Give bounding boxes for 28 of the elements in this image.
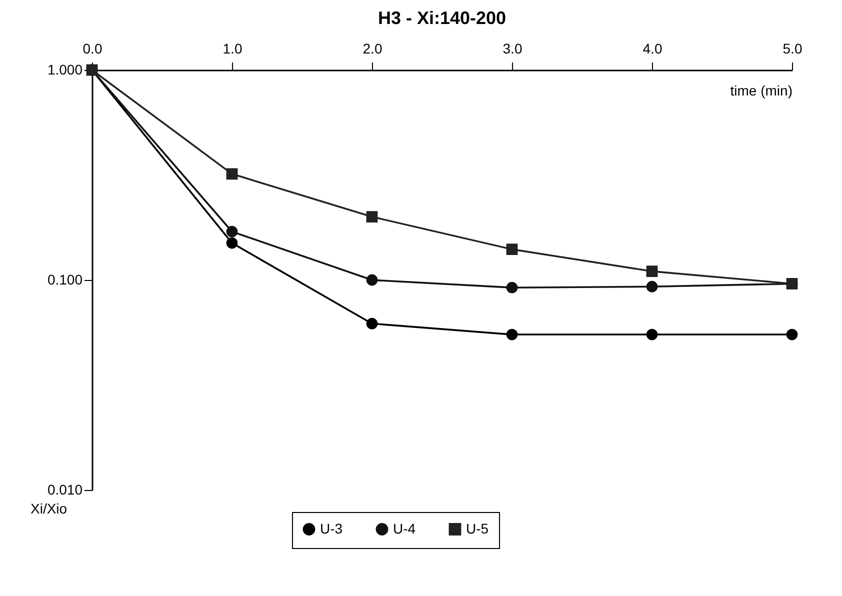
point [786,328,798,340]
chart-title: H3 - Xi:140-200 [378,8,506,28]
legend-label: U-3 [320,520,343,536]
x-tick-label: 2.0 [362,40,382,56]
point [506,244,518,256]
point [366,318,378,330]
y-tick-label: 1.000 [47,62,83,78]
x-tick-label: 5.0 [782,40,802,56]
y-tick-label: 0.010 [47,482,83,498]
point [226,226,238,238]
point [506,282,518,294]
point [646,328,658,340]
y-tick-label: 0.100 [47,272,83,288]
legend-label: U-4 [393,520,416,536]
x-tick-label: 3.0 [502,40,522,56]
point [646,266,658,278]
x-tick-label: 0.0 [82,40,102,56]
point [646,280,658,292]
point [506,328,518,340]
point [226,168,238,180]
point [226,237,238,249]
point [366,274,378,286]
point [366,211,378,222]
x-axis-title: time (min) [730,82,792,98]
legend-label: U-5 [466,520,489,536]
x-tick-label: 4.0 [642,40,662,56]
y-axis-title: Xi/Xio [30,500,68,516]
x-tick-label: 1.0 [222,40,242,56]
